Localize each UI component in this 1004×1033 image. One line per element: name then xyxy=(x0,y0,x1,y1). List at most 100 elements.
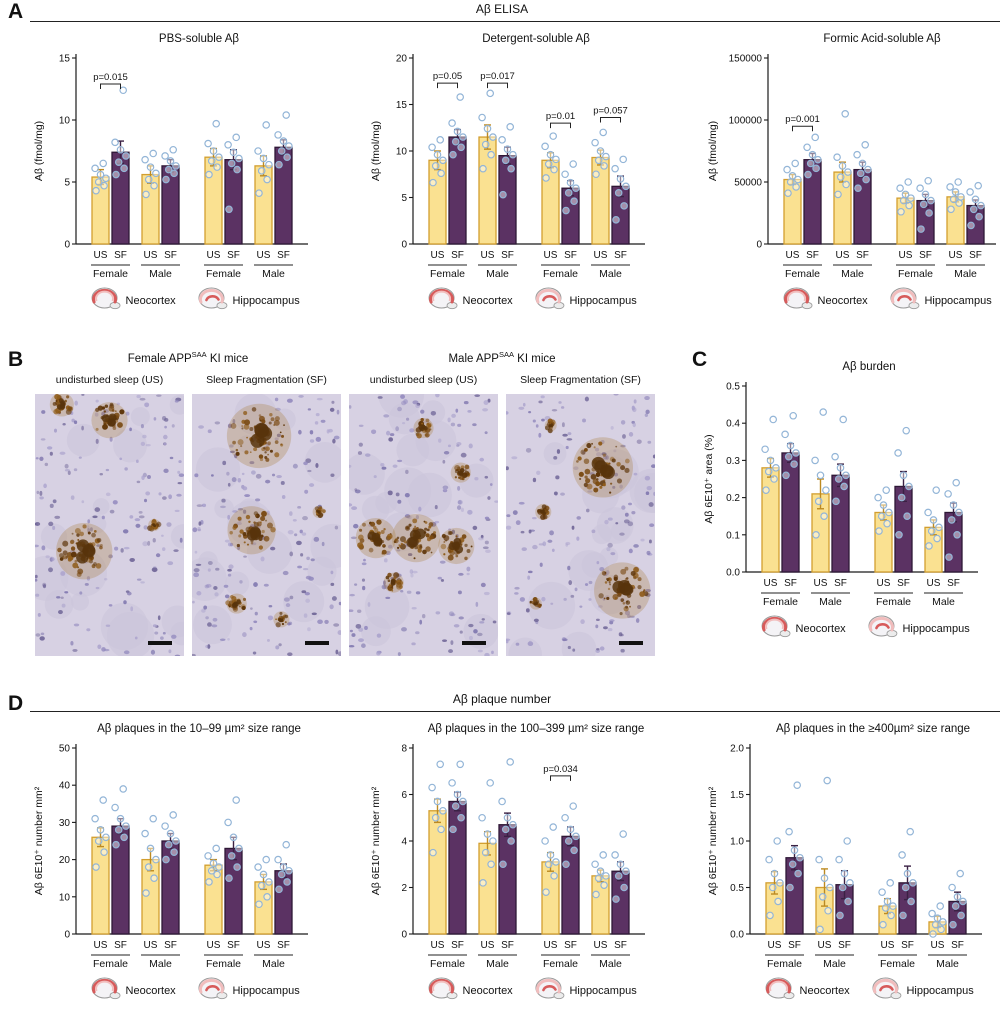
svg-text:Female: Female xyxy=(430,958,465,970)
svg-text:Male: Male xyxy=(149,958,172,970)
data-point xyxy=(824,906,832,915)
data-point xyxy=(506,758,515,766)
data-point xyxy=(897,207,905,216)
data-point xyxy=(436,760,445,769)
data-point xyxy=(431,162,440,170)
data-point xyxy=(811,456,819,465)
svg-text:Neocortex: Neocortex xyxy=(463,295,514,307)
data-point xyxy=(808,150,817,159)
data-point xyxy=(478,113,486,122)
svg-text:SF: SF xyxy=(501,940,514,951)
data-point xyxy=(448,779,456,787)
data-point xyxy=(947,516,956,524)
data-point xyxy=(429,178,437,187)
data-point xyxy=(503,813,512,822)
data-point xyxy=(895,531,903,539)
data-point xyxy=(957,911,965,920)
data-point xyxy=(899,911,907,920)
data-point xyxy=(949,501,958,509)
svg-text:0: 0 xyxy=(401,240,407,251)
data-point xyxy=(146,844,155,853)
svg-text:US: US xyxy=(207,940,221,951)
svg-text:150000: 150000 xyxy=(729,54,763,65)
data-point xyxy=(898,851,906,859)
data-point xyxy=(820,512,828,521)
data-point xyxy=(833,153,841,162)
bar-us xyxy=(591,156,610,245)
data-point xyxy=(933,534,941,543)
svg-text:SF: SF xyxy=(947,578,960,589)
data-point xyxy=(894,449,902,457)
data-point xyxy=(792,449,800,457)
bar-sf xyxy=(561,187,580,245)
data-point xyxy=(935,523,943,532)
chart-canvas: Aβ plaques in the ≥400µm² size range Aβ 6… xyxy=(707,723,982,1000)
svg-text:Male: Male xyxy=(486,958,509,970)
data-point xyxy=(549,132,558,140)
data-point xyxy=(905,482,913,491)
svg-text:US: US xyxy=(144,250,158,261)
neocortex-brain-icon xyxy=(91,977,121,1000)
svg-text:SF: SF xyxy=(501,250,514,261)
scale-bar xyxy=(462,641,486,645)
data-point xyxy=(235,844,243,853)
data-point xyxy=(768,883,777,892)
svg-text:20: 20 xyxy=(396,54,408,65)
data-point xyxy=(161,822,169,830)
data-point xyxy=(786,441,795,450)
panel-label-a: A xyxy=(8,0,24,23)
data-point xyxy=(570,846,578,855)
svg-text:SF: SF xyxy=(614,940,627,951)
data-point xyxy=(263,893,271,901)
svg-text:Neocortex: Neocortex xyxy=(463,985,514,997)
chart-plaques-10-99: Aβ plaques in the 10–99 µm² size range Aβ… xyxy=(30,716,330,1024)
data-point xyxy=(569,802,578,810)
data-point xyxy=(939,918,947,926)
bar-us xyxy=(478,842,497,935)
data-point xyxy=(259,154,268,163)
data-point xyxy=(265,160,273,169)
panel-a-header: Aβ ELISA xyxy=(475,2,529,16)
data-point xyxy=(592,890,600,899)
data-point xyxy=(566,825,575,834)
data-point xyxy=(840,869,849,878)
svg-text:10: 10 xyxy=(396,147,408,158)
data-point xyxy=(832,497,840,506)
data-point xyxy=(209,147,218,155)
data-point xyxy=(854,184,862,193)
data-point xyxy=(507,164,515,173)
svg-text:US: US xyxy=(481,940,495,951)
data-point xyxy=(453,127,462,136)
data-point xyxy=(142,889,150,897)
data-point xyxy=(899,196,908,205)
data-point xyxy=(816,471,825,480)
data-point xyxy=(925,542,933,550)
histology-image-female-sf xyxy=(192,394,341,656)
data-point xyxy=(501,156,510,165)
data-point xyxy=(550,872,558,880)
svg-text:Male: Male xyxy=(599,958,622,970)
svg-text:Male: Male xyxy=(819,596,842,608)
svg-text:US: US xyxy=(481,250,495,261)
data-point xyxy=(564,189,573,197)
data-point xyxy=(94,837,103,845)
data-point xyxy=(262,121,271,129)
svg-text:SF: SF xyxy=(969,250,982,261)
data-point xyxy=(285,142,293,150)
data-point xyxy=(459,133,467,141)
data-point xyxy=(966,188,974,196)
svg-text:SF: SF xyxy=(788,940,801,951)
svg-text:US: US xyxy=(927,578,941,589)
panel-label-b: B xyxy=(8,348,24,371)
hippocampus-brain-icon xyxy=(872,977,902,1000)
data-point xyxy=(877,512,886,521)
svg-text:US: US xyxy=(836,250,850,261)
data-point xyxy=(487,860,495,869)
data-point xyxy=(572,832,580,841)
data-point xyxy=(451,137,460,146)
svg-text:Hippocampus: Hippocampus xyxy=(569,295,637,307)
data-point xyxy=(761,445,769,454)
svg-text:0.5: 0.5 xyxy=(726,382,740,393)
svg-text:8: 8 xyxy=(401,744,407,755)
data-point xyxy=(142,190,150,199)
